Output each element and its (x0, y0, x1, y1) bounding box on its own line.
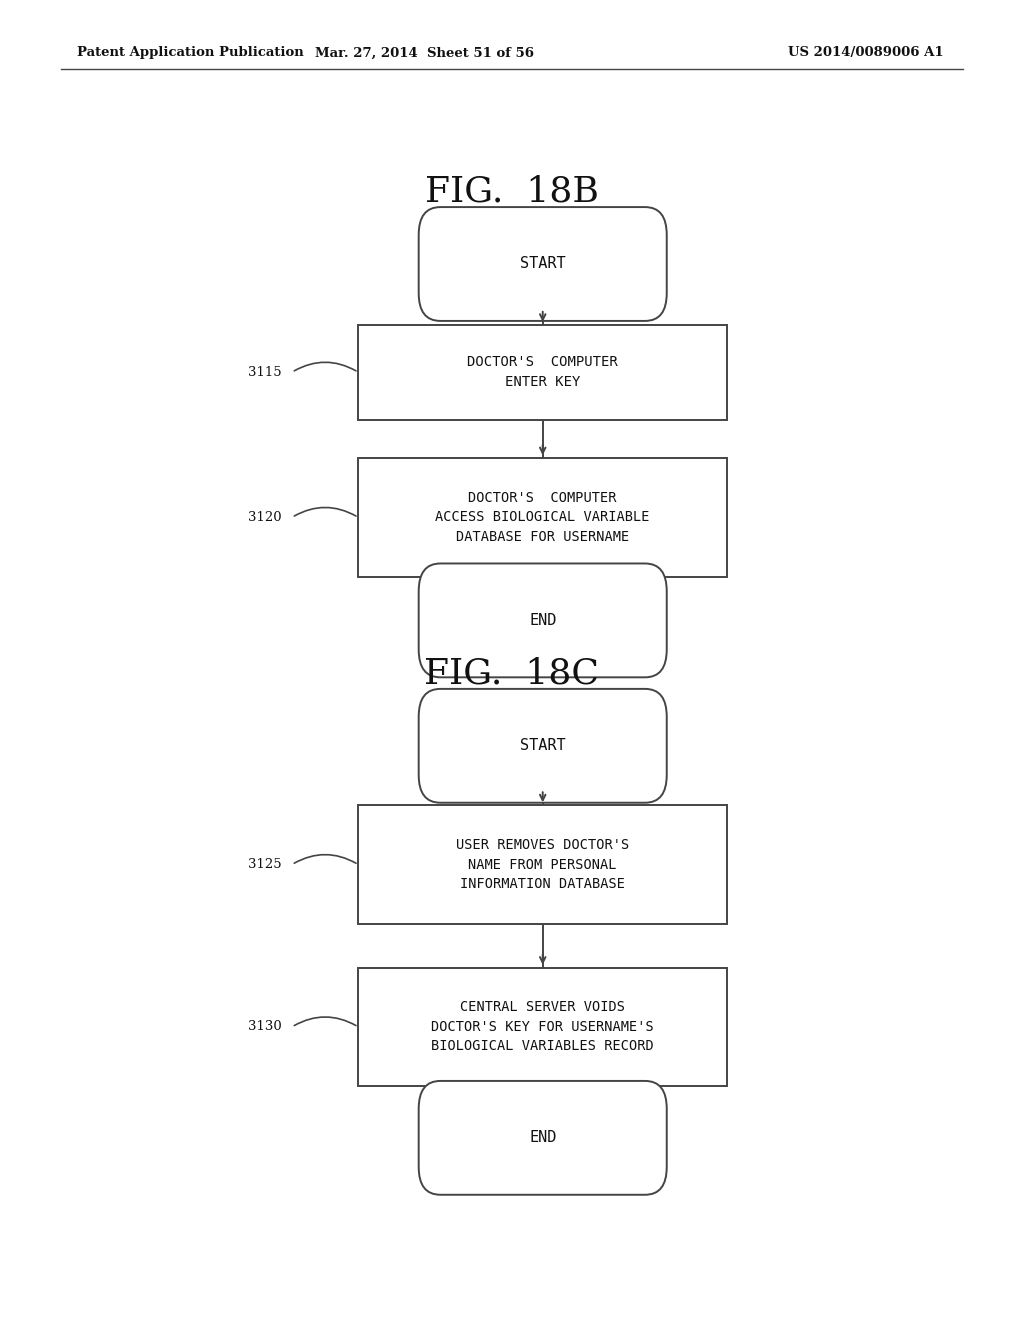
FancyBboxPatch shape (419, 1081, 667, 1195)
Text: FIG.  18B: FIG. 18B (425, 174, 599, 209)
Text: CENTRAL SERVER VOIDS
DOCTOR'S KEY FOR USERNAME'S
BIOLOGICAL VARIABLES RECORD: CENTRAL SERVER VOIDS DOCTOR'S KEY FOR US… (431, 1001, 654, 1053)
Text: US 2014/0089006 A1: US 2014/0089006 A1 (788, 46, 944, 59)
Text: START: START (520, 738, 565, 754)
Text: 3120: 3120 (248, 511, 282, 524)
Text: 3130: 3130 (248, 1020, 282, 1034)
FancyBboxPatch shape (419, 689, 667, 803)
Text: DOCTOR'S  COMPUTER
ACCESS BIOLOGICAL VARIABLE
DATABASE FOR USERNAME: DOCTOR'S COMPUTER ACCESS BIOLOGICAL VARI… (435, 491, 650, 544)
Bar (358, 325, 727, 420)
Text: DOCTOR'S  COMPUTER
ENTER KEY: DOCTOR'S COMPUTER ENTER KEY (467, 355, 618, 389)
Text: FIG.  18C: FIG. 18C (425, 656, 599, 690)
Bar (358, 968, 727, 1086)
Text: END: END (529, 612, 556, 628)
Text: START: START (520, 256, 565, 272)
Text: 3115: 3115 (248, 366, 282, 379)
FancyBboxPatch shape (419, 207, 667, 321)
Bar (358, 805, 727, 924)
Bar (358, 458, 727, 577)
Text: Mar. 27, 2014  Sheet 51 of 56: Mar. 27, 2014 Sheet 51 of 56 (315, 46, 535, 59)
Text: 3125: 3125 (248, 858, 282, 871)
Text: USER REMOVES DOCTOR'S
NAME FROM PERSONAL
INFORMATION DATABASE: USER REMOVES DOCTOR'S NAME FROM PERSONAL… (456, 838, 630, 891)
FancyBboxPatch shape (419, 564, 667, 677)
Text: END: END (529, 1130, 556, 1146)
Text: Patent Application Publication: Patent Application Publication (77, 46, 303, 59)
